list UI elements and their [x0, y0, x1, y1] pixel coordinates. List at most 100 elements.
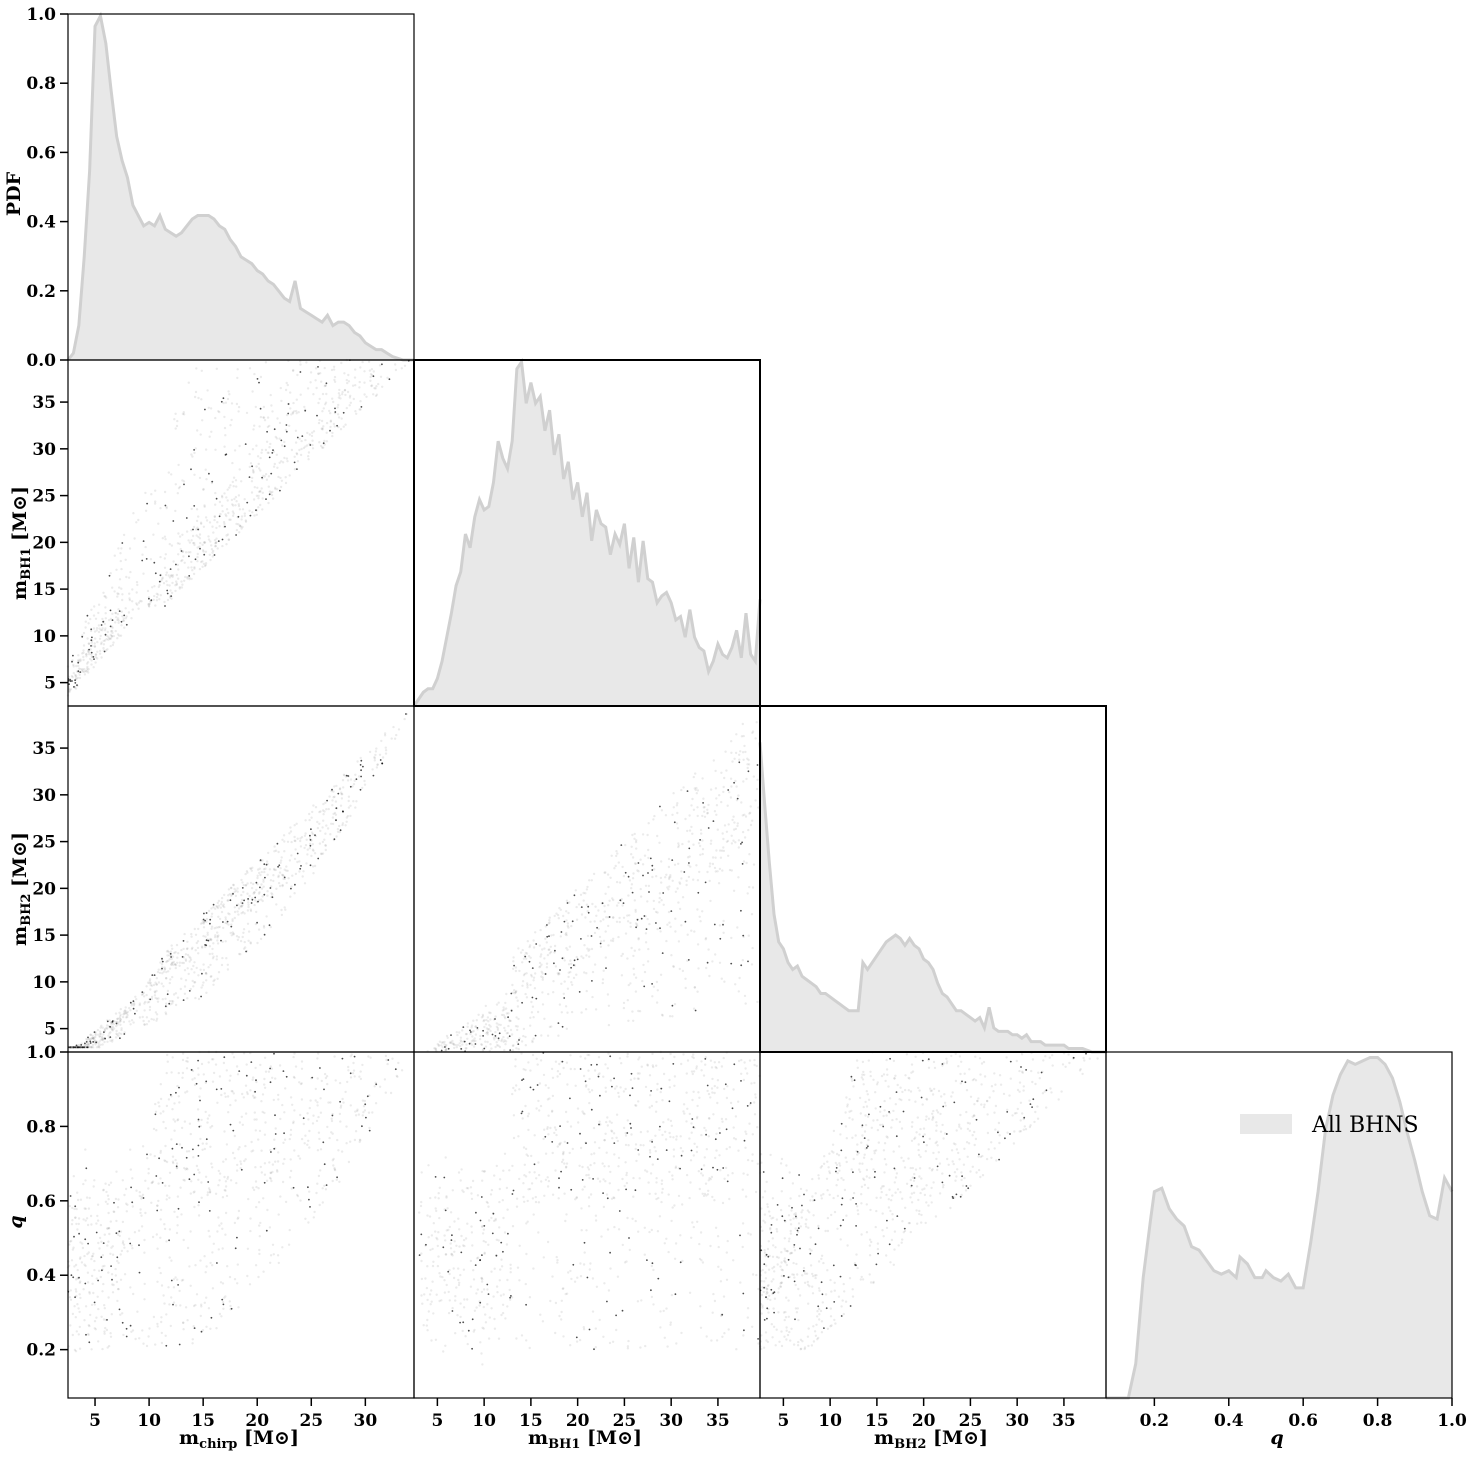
scatter-point	[706, 812, 709, 815]
scatter-point	[147, 1020, 151, 1023]
scatter-point	[485, 1200, 488, 1204]
scatter-point	[615, 854, 618, 858]
scatter-point	[215, 926, 218, 929]
scatter-point	[510, 1033, 514, 1036]
scatter-point	[603, 1165, 606, 1168]
scatter-point	[194, 558, 197, 561]
scatter-point	[598, 1072, 601, 1075]
scatter-point	[453, 1220, 456, 1223]
scatter-point	[92, 666, 95, 669]
scatter-point	[90, 655, 94, 658]
scatter-point	[232, 1092, 235, 1095]
scatter-point	[699, 1326, 703, 1330]
scatter-point	[70, 1223, 74, 1226]
scatter-point	[741, 1188, 744, 1191]
scatter-point	[139, 1211, 142, 1215]
scatter-point	[272, 1098, 275, 1102]
scatter-point	[79, 667, 82, 671]
scatter-point	[78, 1046, 81, 1049]
scatter-point	[565, 946, 568, 950]
scatter-point	[269, 1148, 272, 1152]
scatter-point	[101, 1254, 105, 1257]
scatter-point	[189, 1284, 192, 1288]
scatter-point	[584, 916, 587, 919]
scatter-point	[701, 839, 704, 842]
scatter-point	[721, 1120, 724, 1123]
scatter-point	[251, 448, 255, 451]
scatter-point	[196, 1108, 200, 1111]
scatter-point	[257, 928, 261, 931]
scatter-point	[459, 1036, 463, 1039]
scatter-point	[651, 864, 654, 867]
scatter-point	[301, 875, 304, 878]
scatter-point	[395, 733, 398, 737]
scatter-point	[209, 1327, 212, 1331]
scatter-point	[261, 895, 264, 898]
scatter-point	[98, 1046, 101, 1049]
scatter-point	[516, 1040, 519, 1044]
scatter-point	[285, 881, 288, 885]
scatter-point	[494, 1030, 497, 1034]
scatter-point	[436, 1264, 440, 1268]
scatter-point	[610, 1121, 613, 1125]
scatter-point	[526, 1199, 529, 1203]
scatter-point	[69, 1240, 72, 1243]
scatter-point	[474, 1025, 477, 1029]
scatter-point	[294, 872, 298, 876]
scatter-point	[277, 1093, 280, 1097]
scatter-point	[580, 955, 583, 958]
scatter-point	[610, 1197, 614, 1201]
scatter-point	[443, 1291, 447, 1294]
scatter-point	[741, 751, 745, 754]
scatter-point	[209, 918, 212, 921]
scatter-point	[188, 555, 190, 558]
scatter-point	[248, 452, 251, 456]
scatter-point	[107, 1183, 111, 1187]
scatter-point	[429, 1248, 432, 1252]
scatter-point	[486, 1283, 489, 1286]
scatter-point	[755, 787, 759, 791]
scatter-point	[535, 997, 538, 1000]
scatter-point	[230, 1307, 233, 1310]
scatter-point	[495, 1022, 498, 1025]
scatter-point	[216, 521, 219, 524]
scatter-point	[565, 910, 568, 913]
scatter-point	[77, 1333, 81, 1336]
scatter-point	[594, 1214, 598, 1217]
scatter-point	[123, 1010, 126, 1013]
scatter-point	[218, 515, 221, 518]
scatter-point	[221, 496, 224, 499]
scatter-point	[464, 1047, 467, 1050]
scatter-point	[241, 911, 245, 914]
scatter-point	[737, 990, 740, 993]
scatter-point	[263, 893, 266, 896]
scatter-point	[75, 1330, 79, 1333]
scatter-point	[526, 940, 529, 943]
scatter-point	[709, 788, 713, 791]
scatter-point	[142, 1197, 145, 1199]
scatter-point	[270, 472, 273, 475]
scatter-point	[114, 1274, 118, 1277]
scatter-point	[692, 808, 696, 811]
scatter-point	[155, 1175, 158, 1177]
scatter-point	[460, 1168, 463, 1171]
scatter-point	[338, 1180, 341, 1184]
scatter-point	[140, 1214, 143, 1217]
scatter-point	[82, 1218, 85, 1221]
scatter-point	[289, 391, 292, 394]
scatter-point	[84, 1282, 87, 1285]
scatter-point	[97, 1045, 100, 1049]
scatter-point	[141, 1193, 145, 1197]
scatter-point	[259, 1165, 262, 1169]
scatter-point	[205, 917, 209, 921]
scatter-point	[251, 898, 254, 901]
scatter-point	[212, 979, 215, 983]
scatter-point	[689, 1181, 692, 1184]
scatter-point	[648, 922, 651, 926]
scatter-point	[216, 901, 219, 905]
scatter-point	[298, 1081, 301, 1084]
scatter-point	[119, 552, 122, 555]
scatter-point	[220, 910, 224, 914]
scatter-point	[214, 1063, 218, 1066]
scatter-point	[445, 1283, 448, 1287]
